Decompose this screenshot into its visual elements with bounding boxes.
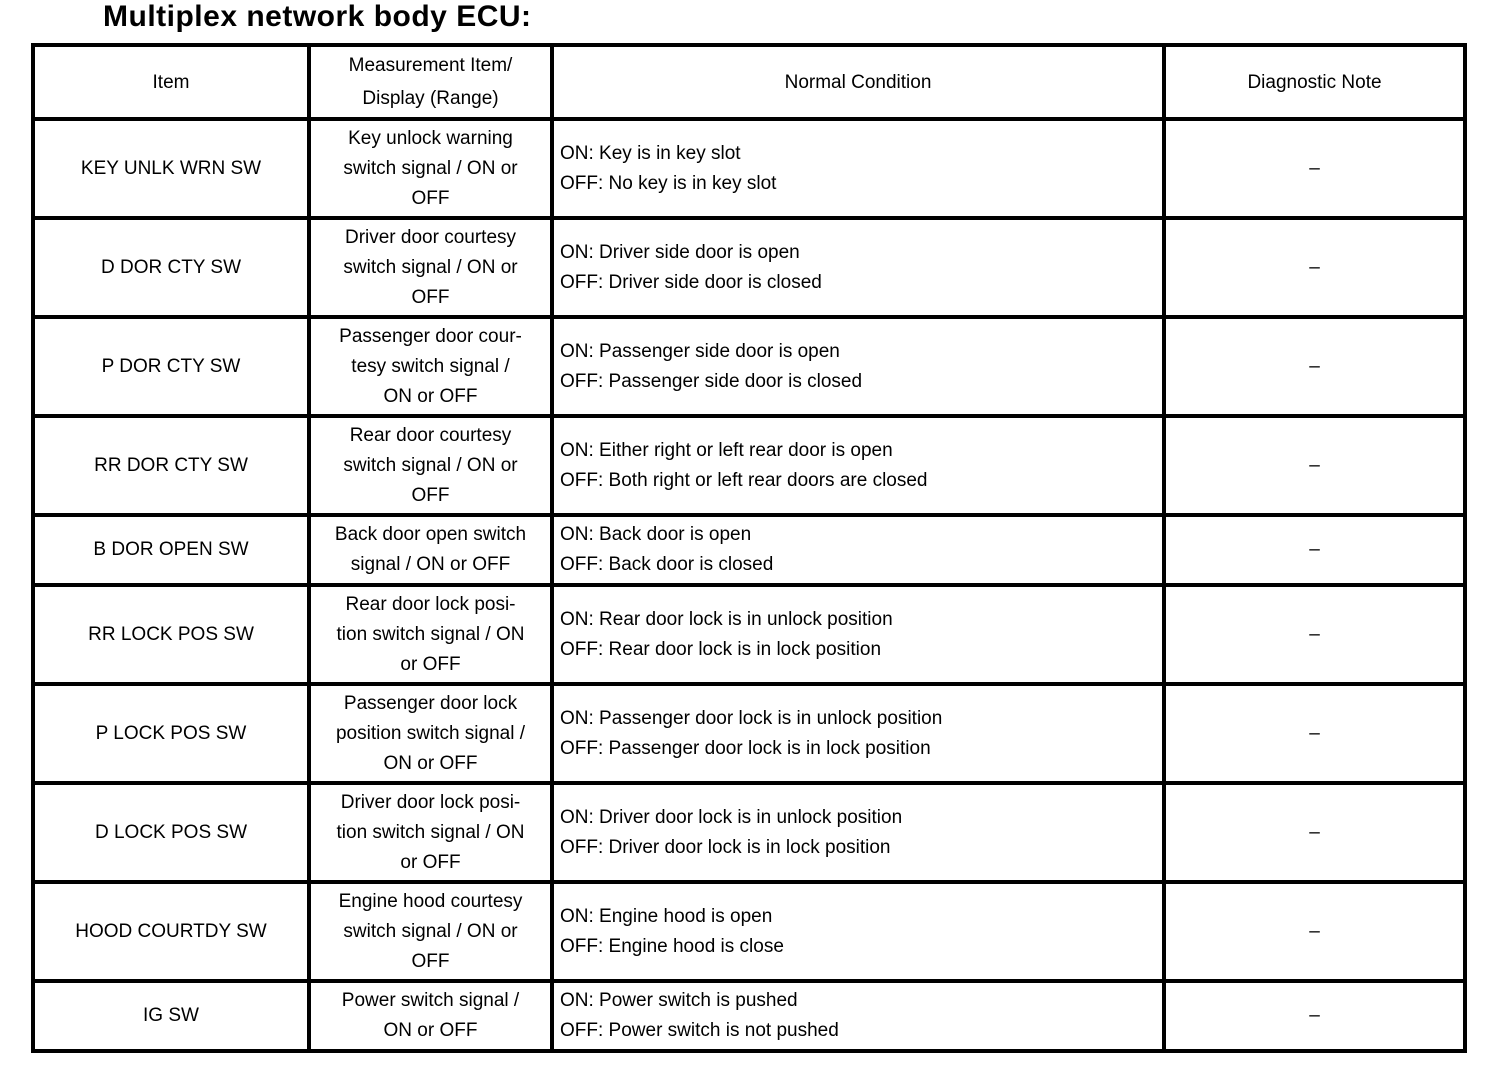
diagnostic-note-cell: – — [1162, 979, 1467, 1053]
diagnostic-note-cell: – — [1162, 513, 1467, 587]
normal-condition-cell: ON: Either right or left rear door is op… — [550, 414, 1166, 517]
item-cell: RR DOR CTY SW — [31, 414, 311, 517]
item-cell: B DOR OPEN SW — [31, 513, 311, 587]
normal-condition-cell: ON: Engine hood is open OFF: Engine hood… — [550, 880, 1166, 983]
diagnostic-note-cell: – — [1162, 682, 1467, 785]
item-cell: HOOD COURTDY SW — [31, 880, 311, 983]
measurement-cell: Engine hood courtesy switch signal / ON … — [307, 880, 554, 983]
item-cell: D LOCK POS SW — [31, 781, 311, 884]
measurement-cell: Driver door courtesy switch signal / ON … — [307, 216, 554, 319]
item-cell: IG SW — [31, 979, 311, 1053]
table-row-key-unlk-wrn-sw: KEY UNLK WRN SW Key unlock warning switc… — [31, 117, 1467, 220]
header-measurement-item: Measurement Item/ Display (Range) — [307, 43, 554, 121]
measurement-cell: Passenger door cour- tesy switch signal … — [307, 315, 554, 418]
item-cell: RR LOCK POS SW — [31, 583, 311, 686]
measurement-cell: Power switch signal / ON or OFF — [307, 979, 554, 1053]
table-row-hood-courtdy-sw: HOOD COURTDY SW Engine hood courtesy swi… — [31, 880, 1467, 983]
table-row-p-lock-pos-sw: P LOCK POS SW Passenger door lock positi… — [31, 682, 1467, 785]
table-row-p-dor-cty-sw: P DOR CTY SW Passenger door cour- tesy s… — [31, 315, 1467, 418]
normal-condition-cell: ON: Passenger side door is open OFF: Pas… — [550, 315, 1166, 418]
diagnostic-note-cell: – — [1162, 117, 1467, 220]
table-row-d-lock-pos-sw: D LOCK POS SW Driver door lock posi- tio… — [31, 781, 1467, 884]
diagnostic-note-cell: – — [1162, 216, 1467, 319]
measurement-cell: Driver door lock posi- tion switch signa… — [307, 781, 554, 884]
header-item: Item — [31, 43, 311, 121]
normal-condition-cell: ON: Driver door lock is in unlock positi… — [550, 781, 1166, 884]
ecu-data-table: Item Measurement Item/ Display (Range) N… — [31, 43, 1467, 1053]
normal-condition-cell: ON: Back door is open OFF: Back door is … — [550, 513, 1166, 587]
table-row-d-dor-cty-sw: D DOR CTY SW Driver door courtesy switch… — [31, 216, 1467, 319]
measurement-cell: Passenger door lock position switch sign… — [307, 682, 554, 785]
measurement-cell: Rear door courtesy switch signal / ON or… — [307, 414, 554, 517]
item-cell: D DOR CTY SW — [31, 216, 311, 319]
item-cell: P DOR CTY SW — [31, 315, 311, 418]
diagnostic-note-cell: – — [1162, 583, 1467, 686]
normal-condition-cell: ON: Driver side door is open OFF: Driver… — [550, 216, 1166, 319]
measurement-cell: Rear door lock posi- tion switch signal … — [307, 583, 554, 686]
normal-condition-cell: ON: Passenger door lock is in unlock pos… — [550, 682, 1166, 785]
table-row-ig-sw: IG SW Power switch signal / ON or OFF ON… — [31, 979, 1467, 1053]
table-row-b-dor-open-sw: B DOR OPEN SW Back door open switch sign… — [31, 513, 1467, 587]
diagnostic-note-cell: – — [1162, 315, 1467, 418]
table-header-row: Item Measurement Item/ Display (Range) N… — [31, 43, 1467, 121]
table-row-rr-dor-cty-sw: RR DOR CTY SW Rear door courtesy switch … — [31, 414, 1467, 517]
diagnostic-note-cell: – — [1162, 414, 1467, 517]
header-diagnostic-note: Diagnostic Note — [1162, 43, 1467, 121]
table-row-rr-lock-pos-sw: RR LOCK POS SW Rear door lock posi- tion… — [31, 583, 1467, 686]
page-title: Multiplex network body ECU: — [103, 0, 532, 33]
item-cell: KEY UNLK WRN SW — [31, 117, 311, 220]
measurement-cell: Key unlock warning switch signal / ON or… — [307, 117, 554, 220]
diagnostic-note-cell: – — [1162, 880, 1467, 983]
normal-condition-cell: ON: Power switch is pushed OFF: Power sw… — [550, 979, 1166, 1053]
header-normal-condition: Normal Condition — [550, 43, 1166, 121]
diagnostic-note-cell: – — [1162, 781, 1467, 884]
measurement-cell: Back door open switch signal / ON or OFF — [307, 513, 554, 587]
item-cell: P LOCK POS SW — [31, 682, 311, 785]
normal-condition-cell: ON: Rear door lock is in unlock position… — [550, 583, 1166, 686]
normal-condition-cell: ON: Key is in key slot OFF: No key is in… — [550, 117, 1166, 220]
